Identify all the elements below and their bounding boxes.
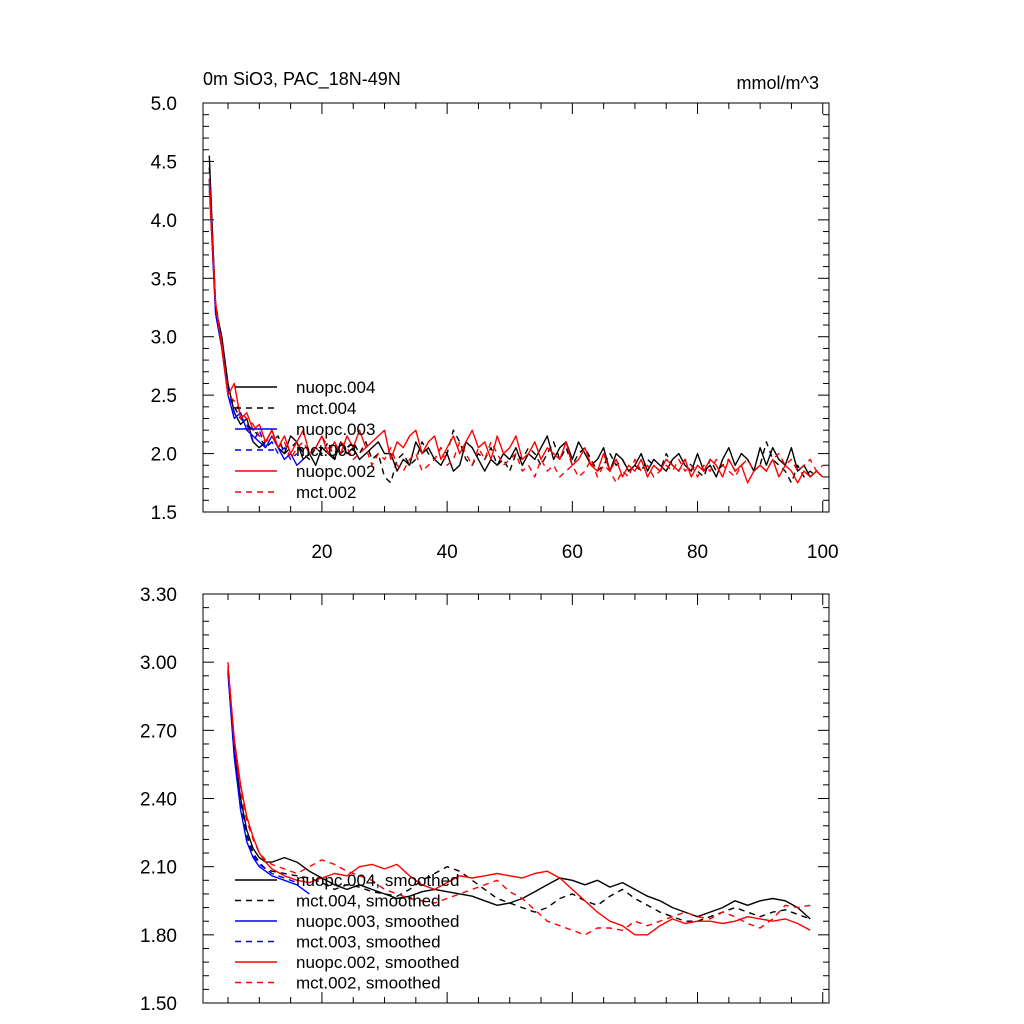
legend-label: nuopc.004, smoothed [296,871,460,890]
series-line-mct-003-smoothed [227,671,298,884]
legend-label: nuopc.004 [296,378,375,397]
chart-title: 0m SiO3, PAC_18N-49N [203,69,401,90]
y-tick-label: 2.0 [151,445,177,466]
legend-label: nuopc.003 [296,420,375,439]
legend-label: mct.002 [296,483,356,502]
plot-frame-1 [202,102,830,513]
series-line-mct-003 [208,178,298,461]
legend-label: mct.002, smoothed [296,974,441,993]
legend-label: mct.004, smoothed [296,892,441,911]
y-tick-label: 2.5 [151,386,177,407]
y-tick-label: 1.80 [140,926,177,947]
y-tick-label: 5.0 [151,94,177,115]
legend-label: nuopc.002 [296,462,375,481]
legend-label: nuopc.003, smoothed [296,912,460,931]
series-line-mct-002 [208,190,824,484]
series-line-nuopc-004 [208,155,824,478]
y-tick-label: 3.00 [140,653,177,674]
x-tick-label: 60 [562,542,583,563]
series-line-nuopc-003 [208,184,304,466]
x-tick-label: 80 [687,542,708,563]
y-tick-label: 1.50 [140,994,177,1015]
x-tick-label: 40 [437,542,458,563]
legend-label: mct.004 [296,399,356,418]
y-tick-label: 4.5 [151,152,177,173]
x-tick-label: 100 [807,542,839,563]
series-line-nuopc-004-smoothed [227,668,811,920]
x-tick-label: 20 [311,542,332,563]
y-tick-label: 2.10 [140,858,177,879]
y-tick-label: 3.0 [151,328,177,349]
y-tick-label: 4.0 [151,211,177,232]
series-line-mct-004 [208,167,817,484]
series-line-mct-002-smoothed [227,662,811,936]
legend-label: mct.003 [296,441,356,460]
units-label: mmol/m^3 [737,73,819,93]
y-tick-label: 2.70 [140,721,177,742]
legend-label: nuopc.002, smoothed [296,953,460,972]
legend-label: mct.003, smoothed [296,933,441,952]
y-tick-label: 3.5 [151,269,177,290]
y-tick-label: 1.5 [151,503,177,524]
y-tick-label: 2.40 [140,790,177,811]
y-tick-label: 3.30 [140,585,177,606]
series-line-nuopc-002-smoothed [227,666,811,936]
